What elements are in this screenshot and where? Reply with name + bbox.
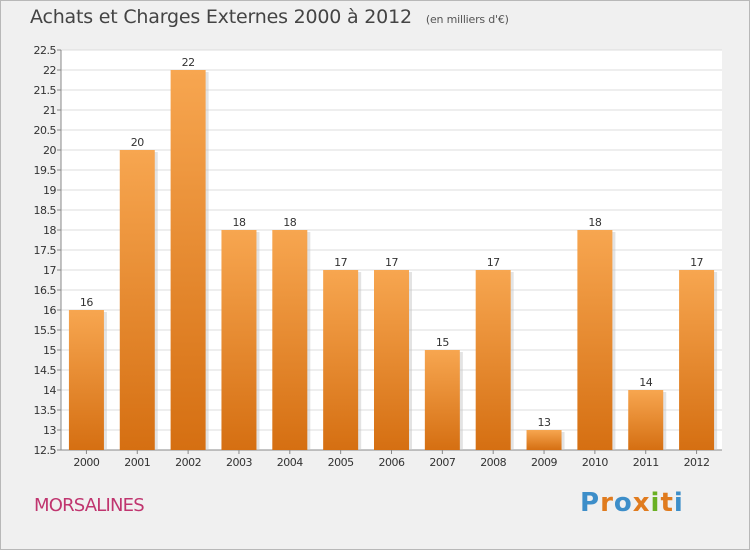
logo-letter: x	[632, 488, 651, 518]
bar	[526, 430, 562, 450]
y-tick-label: 22.5	[34, 44, 57, 57]
bar	[221, 230, 257, 450]
bar-value-label: 17	[690, 256, 703, 269]
bar	[68, 310, 104, 450]
logo-letter: t	[660, 488, 674, 518]
x-tick-label: 2011	[633, 456, 659, 469]
logo-letter: i	[673, 488, 684, 518]
bar	[628, 390, 664, 450]
bar-value-label: 16	[80, 296, 93, 309]
bar-value-label: 22	[182, 56, 195, 69]
title-unit: (en milliers d'€)	[425, 13, 509, 26]
y-tick-label: 20.5	[34, 124, 57, 137]
y-tick-label: 19	[43, 184, 56, 197]
logo-letter: o	[613, 488, 633, 518]
x-tick-label: 2002	[175, 456, 201, 469]
town-name: MORSALINES	[34, 495, 145, 516]
bar	[323, 270, 359, 450]
x-tick-label: 2005	[328, 456, 354, 469]
y-tick-label: 14.5	[34, 364, 57, 377]
y-tick-label: 16.5	[34, 284, 57, 297]
y-tick-label: 22	[43, 64, 56, 77]
bar-value-label: 18	[232, 216, 245, 229]
bar	[119, 150, 155, 450]
x-tick-label: 2001	[124, 456, 150, 469]
chart-title: Achats et Charges Externes 2000 à 2012 (e…	[30, 6, 509, 28]
y-tick-label: 19.5	[34, 164, 57, 177]
title-text: Achats et Charges Externes 2000 à 2012	[30, 6, 412, 28]
y-tick-label: 18.5	[34, 204, 57, 217]
bar-value-label: 15	[436, 336, 449, 349]
y-tick-label: 20	[43, 144, 56, 157]
x-tick-label: 2009	[531, 456, 557, 469]
bar-value-label: 17	[385, 256, 398, 269]
y-tick-label: 13	[43, 424, 56, 437]
bar-value-label: 17	[334, 256, 347, 269]
logo-letter: r	[600, 488, 614, 518]
x-tick-label: 2012	[684, 456, 710, 469]
bar	[577, 230, 613, 450]
y-tick-label: 13.5	[34, 404, 57, 417]
y-tick-label: 21.5	[34, 84, 57, 97]
bar-value-label: 18	[283, 216, 296, 229]
bar	[424, 350, 460, 450]
x-tick-label: 2007	[429, 456, 455, 469]
y-tick-label: 14	[43, 384, 56, 397]
bar	[475, 270, 511, 450]
x-tick-label: 2003	[226, 456, 252, 469]
y-tick-label: 16	[43, 304, 56, 317]
x-tick-label: 2010	[582, 456, 608, 469]
bar	[374, 270, 409, 450]
bar-value-label: 18	[588, 216, 601, 229]
bar	[679, 270, 715, 450]
y-tick-label: 15.5	[34, 324, 57, 337]
logo-letter: i	[650, 488, 661, 518]
x-tick-label: 2008	[480, 456, 506, 469]
bar	[170, 70, 206, 450]
y-tick-label: 15	[43, 344, 56, 357]
y-tick-label: 17	[43, 264, 56, 277]
x-tick-label: 2004	[277, 456, 303, 469]
bar-value-label: 17	[487, 256, 500, 269]
bar-value-label: 13	[538, 416, 551, 429]
y-tick-label: 17.5	[34, 244, 57, 257]
bar-value-label: 20	[131, 136, 144, 149]
y-tick-label: 12.5	[34, 444, 57, 457]
bar	[272, 230, 308, 450]
y-tick-label: 18	[43, 224, 56, 237]
logo-letter: P	[580, 488, 601, 518]
y-tick-label: 21	[43, 104, 56, 117]
bar-value-label: 14	[639, 376, 652, 389]
x-tick-label: 2000	[73, 456, 99, 469]
proxiti-logo: Proxiti	[580, 488, 684, 518]
x-tick-label: 2006	[379, 456, 405, 469]
